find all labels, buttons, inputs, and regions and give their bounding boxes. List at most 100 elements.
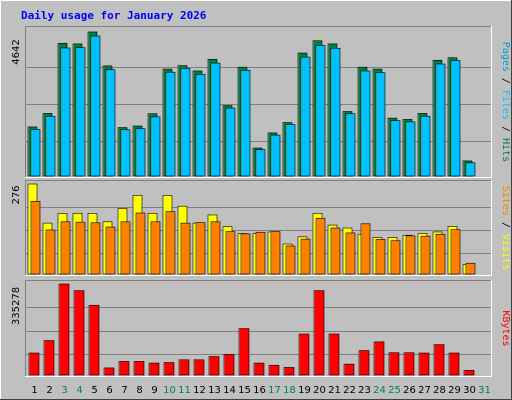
bar-kbytes-day-28-outline (433, 344, 445, 376)
bar-files-day-6 (106, 69, 115, 176)
bar-kbytes-day-20-outline (313, 290, 325, 376)
legend-files: Files (500, 90, 511, 120)
bar-sites-day-26-outline (405, 235, 416, 275)
day-label-13: 13 (208, 385, 221, 396)
bar-files-day-2 (46, 116, 55, 176)
day-label-24: 24 (373, 385, 386, 396)
day-label-28: 28 (433, 385, 446, 396)
day-label-11: 11 (178, 385, 191, 396)
legend-separator: / (500, 120, 511, 138)
bar-sites-day-3-outline (60, 221, 71, 275)
bar-files-day-8-outline (135, 128, 146, 177)
bar-files-day-29 (451, 60, 460, 176)
day-label-26: 26 (403, 385, 416, 396)
bar-files-day-22 (346, 113, 355, 176)
bar-sites-day-13 (211, 221, 220, 274)
bar-kbytes-day-3-outline (58, 283, 70, 376)
bar-sites-day-11-outline (180, 222, 191, 275)
bar-sites-day-28-outline (435, 233, 446, 275)
bar-kbytes-day-8-outline (133, 361, 145, 376)
bar-kbytes-day-27-outline (418, 352, 430, 376)
bar-kbytes-day-26-outline (403, 352, 415, 376)
bar-files-day-27-outline (420, 115, 431, 177)
bar-sites-day-6-outline (105, 226, 116, 275)
bar-sites-day-7 (121, 221, 130, 274)
bar-files-day-16 (256, 149, 265, 176)
day-label-20: 20 (313, 385, 326, 396)
bar-kbytes-day-10 (164, 362, 174, 375)
bar-files-day-28-outline (435, 63, 446, 177)
bar-kbytes-day-21 (329, 334, 339, 375)
bar-files-day-13-outline (210, 62, 221, 177)
bar-sites-day-4 (76, 222, 85, 274)
bar-files-day-2-outline (45, 115, 56, 177)
bar-kbytes-day-16-outline (253, 362, 265, 376)
bar-kbytes-day-4 (74, 290, 84, 375)
bar-sites-day-23 (361, 223, 370, 274)
bar-sites-day-20 (316, 218, 325, 274)
bar-sites-day-9 (151, 221, 160, 274)
legend-visits: Visits (500, 234, 511, 270)
bar-sites-day-4-outline (75, 221, 86, 275)
bar-files-day-13 (211, 63, 220, 176)
bar-kbytes-day-22 (344, 364, 354, 375)
bar-kbytes-day-19-outline (298, 333, 310, 376)
bar-kbytes-day-11 (179, 359, 189, 375)
legend-separator: / (500, 216, 511, 234)
bar-kbytes-day-25-outline (388, 352, 400, 376)
bar-kbytes-day-13-outline (208, 356, 220, 376)
bar-files-day-30-outline (465, 162, 476, 177)
bar-sites-day-10-outline (165, 211, 176, 275)
legend-pages: Pages (500, 42, 511, 72)
bar-kbytes-day-12 (194, 359, 204, 375)
bar-kbytes-day-4-outline (73, 290, 85, 376)
bar-kbytes-day-21-outline (328, 333, 340, 376)
bar-sites-day-17 (271, 231, 280, 274)
bar-sites-day-22 (346, 232, 355, 274)
bar-sites-day-9-outline (150, 221, 161, 275)
bars-kbytes (28, 283, 475, 376)
bar-sites-day-5 (91, 222, 100, 274)
ymax-label-kbytes: 335278 (11, 287, 22, 325)
bar-sites-day-12 (196, 222, 205, 274)
bar-sites-day-20-outline (315, 217, 326, 275)
day-label-19: 19 (298, 385, 311, 396)
bar-sites-day-22-outline (345, 232, 356, 275)
bar-kbytes-day-22-outline (343, 363, 355, 376)
day-label-23: 23 (358, 385, 371, 396)
bar-files-day-29-outline (450, 60, 461, 177)
bar-sites-day-1 (31, 201, 40, 274)
day-label-9: 9 (151, 385, 157, 396)
day-label-15: 15 (238, 385, 251, 396)
chart-panels: 4642 Pages / Files / Hits 276 Sites / Visit… (11, 26, 511, 377)
day-label-4: 4 (76, 385, 82, 396)
ymax-label-sites: 276 (11, 185, 22, 204)
bar-kbytes-day-25 (389, 352, 399, 375)
bar-kbytes-day-6-outline (103, 367, 115, 376)
bar-sites-day-25-outline (390, 240, 401, 275)
day-label-25: 25 (388, 385, 401, 396)
legend-sites: Sites (500, 186, 511, 216)
bar-kbytes-day-7 (119, 361, 129, 375)
bar-sites-day-21 (331, 228, 340, 274)
bar-kbytes-day-17 (269, 365, 279, 375)
bar-kbytes-day-30-outline (463, 370, 475, 376)
bar-sites-day-12-outline (195, 222, 206, 275)
day-label-18: 18 (283, 385, 296, 396)
bar-files-day-11 (181, 68, 190, 176)
legend-hits: Hits (500, 138, 511, 162)
bar-files-day-25-outline (390, 120, 401, 177)
bar-kbytes-day-15-outline (238, 328, 250, 376)
bar-sites-day-1-outline (30, 200, 41, 275)
day-label-22: 22 (343, 385, 356, 396)
bar-files-day-26-outline (405, 121, 416, 177)
legend-kbytes: KBytes (500, 310, 511, 346)
bar-files-day-3-outline (60, 47, 71, 177)
bar-kbytes-day-23-outline (358, 350, 370, 376)
day-label-27: 27 (418, 385, 431, 396)
day-label-6: 6 (106, 385, 112, 396)
ymax-label-hits: 4642 (11, 39, 22, 64)
bar-sites-day-16-outline (255, 231, 266, 275)
